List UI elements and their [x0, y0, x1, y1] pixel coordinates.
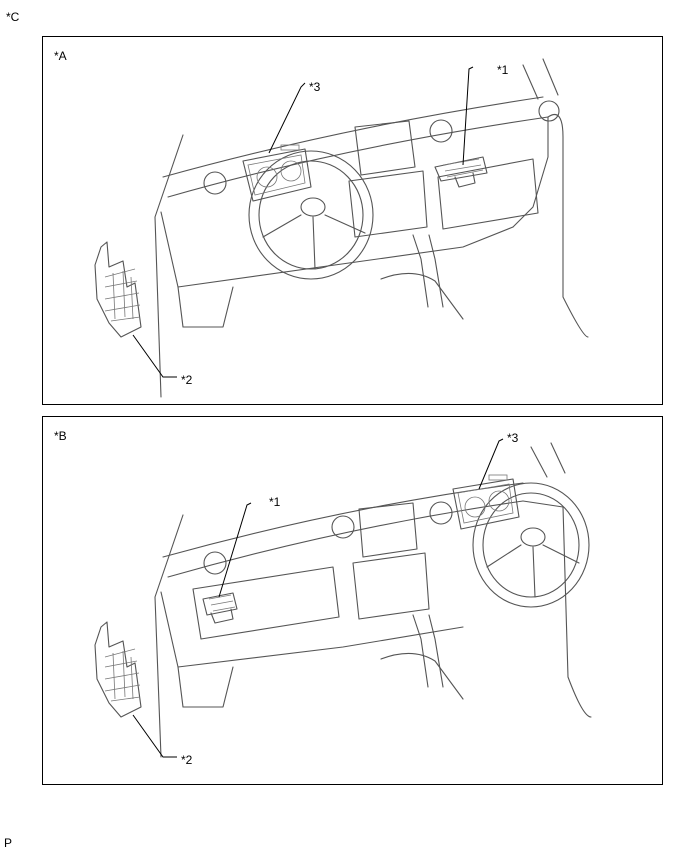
panel-b-callout-1: *1	[269, 495, 281, 509]
panel-a-callout-2: *2	[181, 373, 193, 387]
corner-label: *C	[6, 10, 20, 24]
panel-a-callout-3: *3	[309, 80, 321, 94]
panel-b-callout-3: *3	[507, 431, 519, 445]
panel-a: *A	[42, 36, 663, 405]
panel-a-callout-1: *1	[497, 63, 509, 77]
panel-b-label: *B	[54, 429, 67, 443]
panel-b-illustration	[94, 438, 592, 758]
panel-a-label: *A	[54, 49, 67, 63]
panel-b-callout-2: *2	[181, 753, 193, 767]
panel-a-illustration	[94, 58, 589, 398]
panel-b: *B	[42, 416, 663, 785]
footer-label: P	[4, 836, 13, 850]
